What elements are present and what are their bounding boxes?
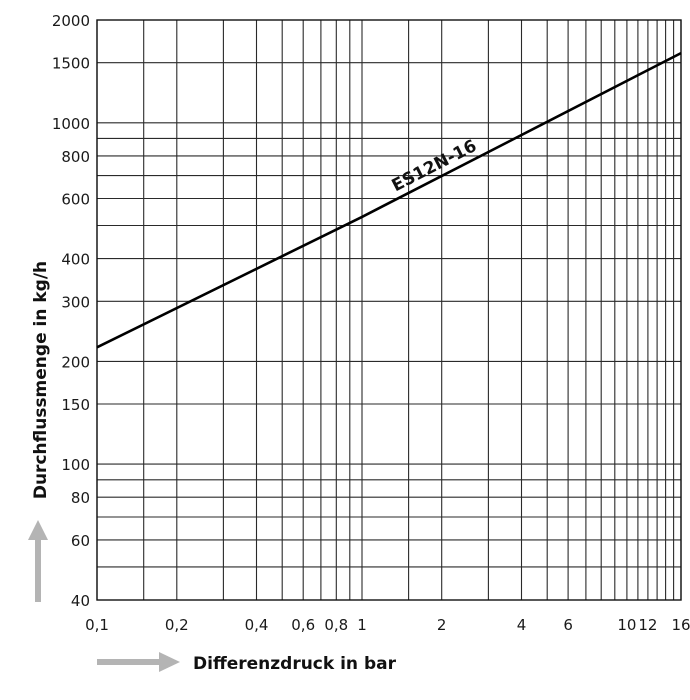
series-line: [96, 51, 682, 349]
x-arrow-head: [159, 652, 180, 672]
y-tick-label: 60: [71, 532, 90, 550]
x-tick-label: 0,4: [245, 616, 269, 634]
y-tick-label: 40: [71, 592, 90, 610]
y-arrow-shaft: [35, 540, 41, 602]
y-tick-label: 2000: [52, 12, 90, 30]
x-tick-label: 16: [671, 616, 690, 634]
x-tick-label: 10: [617, 616, 636, 634]
x-tick-label: 0,1: [85, 616, 109, 634]
tick-labels: 0,1 0,2 0,4 0,6 0,8 1 2 4 6 10 12 16406080100150200…: [52, 12, 690, 634]
y-tick-label: 800: [61, 148, 90, 166]
y-tick-label: 80: [71, 489, 90, 507]
x-arrow-shaft: [97, 659, 159, 665]
x-tick-label: 6: [563, 616, 573, 634]
y-tick-label: 300: [61, 293, 90, 311]
grid: [96, 19, 682, 601]
x-tick-label: 12: [638, 616, 657, 634]
series-label: ES12N-16: [389, 136, 480, 196]
y-tick-label: 400: [61, 251, 90, 269]
x-tick-label: 2: [437, 616, 447, 634]
y-axis-title: Durchflussmenge in kg/h: [31, 261, 51, 499]
x-tick-label: 0,2: [165, 616, 189, 634]
y-tick-label: 1000: [52, 115, 90, 133]
y-tick-label: 600: [61, 191, 90, 209]
y-tick-label: 150: [61, 396, 90, 414]
axis-arrows: [28, 520, 180, 672]
series-layer: ES12N-16: [96, 51, 682, 349]
x-tick-label: 4: [517, 616, 527, 634]
x-tick-label: 0,8: [324, 616, 348, 634]
x-tick-label: 1: [357, 616, 367, 634]
x-axis-title: Differenzdruck in bar: [193, 654, 397, 674]
plot-frame: [96, 19, 682, 601]
y-tick-label: 200: [61, 353, 90, 371]
x-tick-label: 0,6: [291, 616, 315, 634]
y-arrow-head: [28, 520, 48, 540]
y-tick-label: 100: [61, 456, 90, 474]
y-tick-label: 1500: [52, 55, 90, 73]
